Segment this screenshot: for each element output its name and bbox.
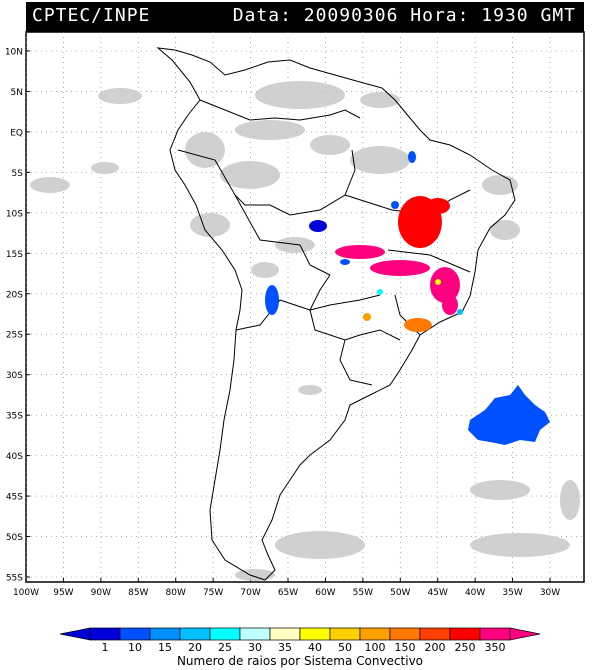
color-bar-tick-label: 35 [278, 641, 292, 654]
cluster-blue-2 [265, 285, 279, 315]
color-bar-tick-label: 40 [308, 641, 322, 654]
lat-label-10n: 10N [5, 48, 23, 58]
cluster-blue-1 [309, 220, 327, 232]
cluster-magenta-3 [430, 267, 460, 303]
lon-label-80w: 80W [166, 588, 186, 598]
lon-label-60w: 60W [315, 588, 335, 598]
cluster-blue-4 [391, 201, 399, 209]
lon-label-70w: 70W [240, 588, 260, 598]
lat-label-10s: 10S [6, 209, 23, 219]
color-bar-tick-label: 250 [455, 641, 476, 654]
lightning-clusters [265, 151, 550, 445]
cluster-blue-3 [408, 151, 416, 163]
cluster-yellow [435, 279, 441, 285]
cluster-magenta-1 [335, 245, 385, 259]
cluster-red-ne-2 [426, 198, 450, 214]
cluster-magenta-4 [442, 295, 458, 315]
cluster-blue-5 [340, 259, 350, 265]
lon-label-35w: 35W [502, 588, 522, 598]
longitude-labels: 100W 95W 90W 85W 80W 75W 70W 65W 60W 55W 50W 45W 40W… [13, 588, 560, 598]
color-bar-tick-label: 150 [395, 641, 416, 654]
cluster-blue-ocean [468, 385, 550, 445]
latitude-labels: 10N 5N EQ 5S 10S 15S 20S 25S 30S 35S 40S 45S 50S 55S [5, 48, 23, 584]
color-bar-tick-label: 350 [485, 641, 506, 654]
cluster-cyan-2 [457, 309, 463, 315]
lon-label-40w: 40W [465, 588, 485, 598]
color-bar-tick-label: 100 [365, 641, 386, 654]
lon-label-75w: 75W [203, 588, 223, 598]
color-bar-tick-label: 20 [188, 641, 202, 654]
color-bar-tick-label: 25 [218, 641, 232, 654]
lat-label-25s: 25S [6, 331, 23, 341]
lon-label-55w: 55W [353, 588, 373, 598]
lon-label-65w: 65W [278, 588, 298, 598]
legend-title: Numero de raios por Sistema Convectivo [176, 654, 424, 668]
color-bar-tick-label: 30 [248, 641, 262, 654]
lat-label-55s: 55S [6, 574, 23, 584]
lat-label-30s: 30S [6, 371, 23, 381]
cluster-orange-2 [363, 313, 371, 321]
title-bar: CPTEC/INPE Data: 20090306 Hora: 1930 GMT [26, 2, 584, 32]
lat-label-5s: 5S [12, 169, 24, 179]
color-bar-tick-label: 50 [338, 641, 352, 654]
lon-label-90w: 90W [91, 588, 111, 598]
color-bar-tick-label: 15 [158, 641, 172, 654]
lightning-map: 10N5NEQ5S10S15S20S25S30S35S40S45S50S55S … [5, 31, 585, 598]
color-bar-tick-label: 10 [128, 641, 142, 654]
color-bar-tick-label: 200 [425, 641, 446, 654]
lon-label-100w: 100W [13, 588, 39, 598]
lat-label-20s: 20S [6, 290, 23, 300]
color-bar-labels: 1 10 15 20 25 30 35 40 50 100 150 200 250 350 [102, 641, 506, 654]
lat-label-50s: 50S [6, 533, 23, 543]
lat-label-40s: 40S [6, 452, 23, 462]
lon-label-95w: 95W [53, 588, 73, 598]
lat-label-35s: 35S [6, 412, 23, 422]
color-bar-tick-label: 1 [102, 641, 109, 654]
lat-label-45s: 45S [6, 493, 23, 503]
lon-label-30w: 30W [540, 588, 560, 598]
cluster-orange-1 [404, 318, 432, 332]
lat-label-eq: EQ [10, 128, 23, 138]
datetime-label: Data: 20090306 Hora: 1930 GMT [232, 5, 576, 26]
cluster-cyan-1 [377, 289, 383, 295]
lon-label-45w: 45W [428, 588, 448, 598]
lon-label-50w: 50W [390, 588, 410, 598]
cloud-cover [30, 81, 580, 581]
lon-label-85w: 85W [128, 588, 148, 598]
cluster-magenta-2 [370, 260, 430, 276]
lat-label-5n: 5N [11, 88, 23, 98]
source-label: CPTEC/INPE [32, 5, 151, 26]
lat-label-15s: 15S [6, 250, 23, 260]
